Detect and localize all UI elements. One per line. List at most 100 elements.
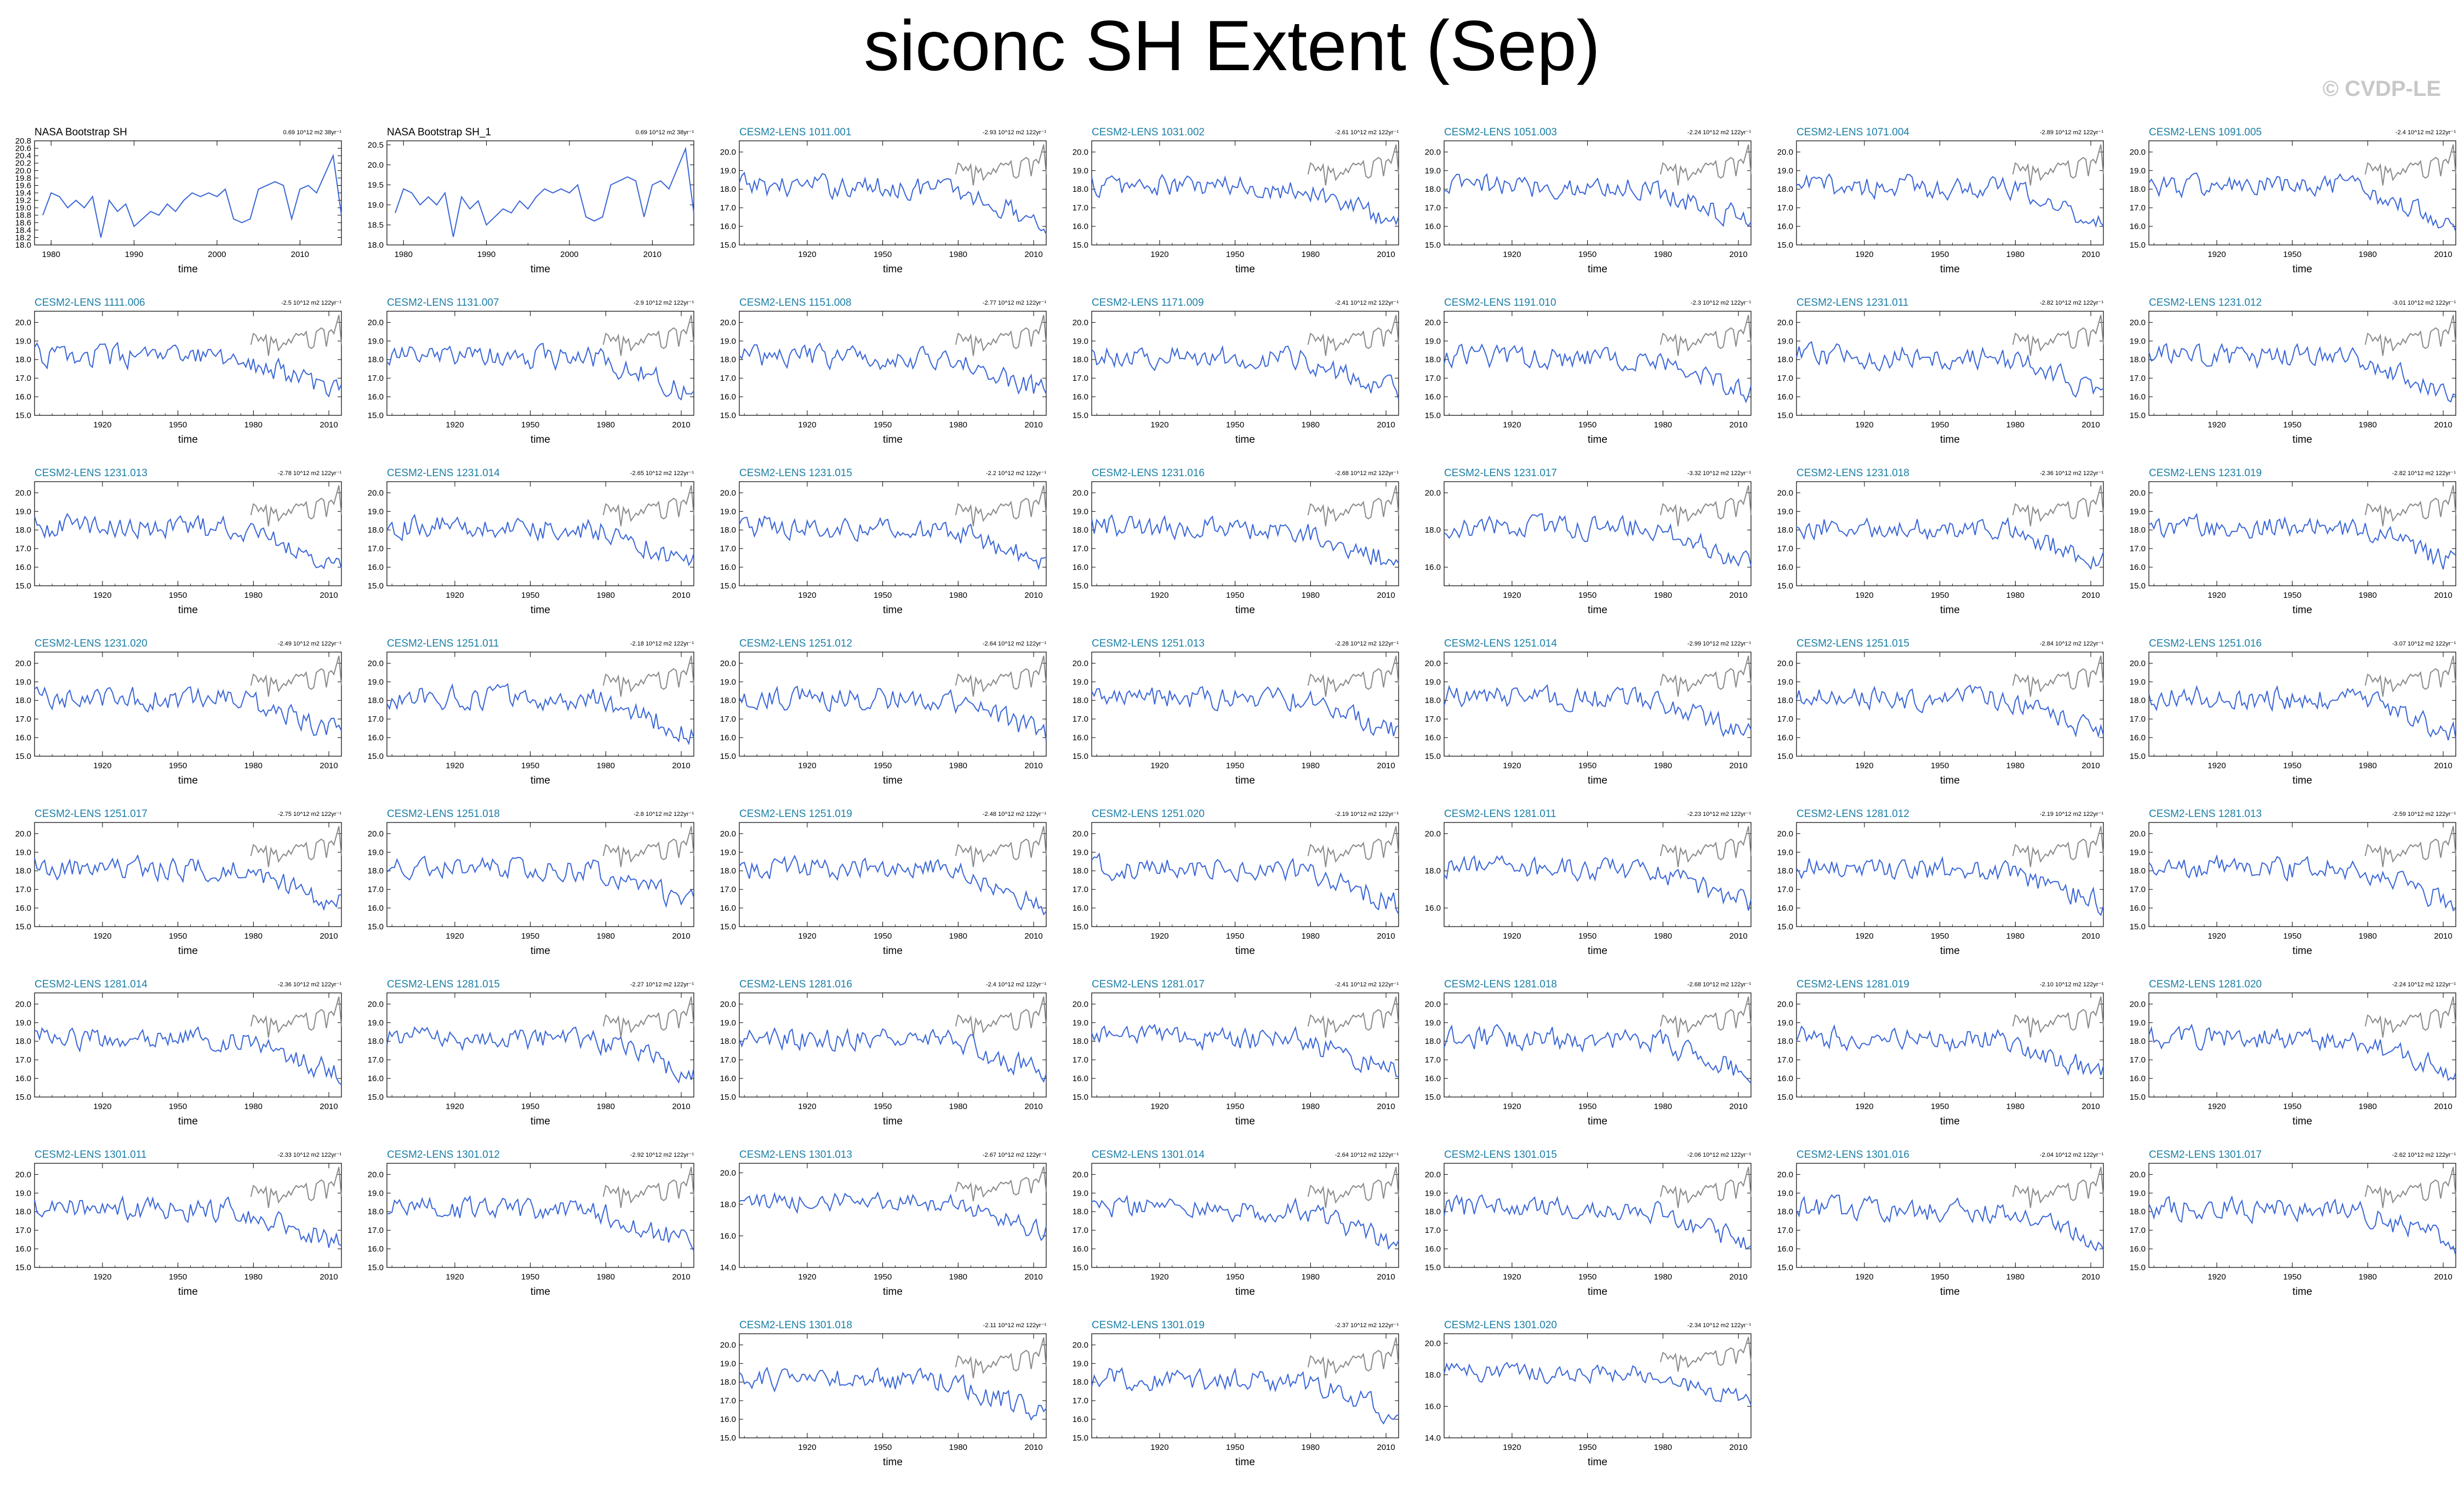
y-tick-label: 16.0 (1073, 392, 1088, 402)
y-tick-label: 19.0 (15, 203, 31, 213)
x-tick-label: 1980 (244, 420, 263, 430)
x-tick-label: 1980 (949, 1272, 967, 1282)
x-tick-label: 1980 (2359, 591, 2377, 600)
series-line (386, 1195, 694, 1252)
x-tick-label: 2010 (2081, 932, 2100, 941)
x-tick-label: 2010 (320, 1102, 338, 1111)
y-tick-label: 19.0 (720, 677, 736, 687)
x-tick-label: 1950 (1931, 420, 1949, 430)
y-tick-label: 18.0 (1777, 1037, 1793, 1046)
y-tick-label: 18.0 (1073, 525, 1088, 535)
y-tick-label: 15.0 (368, 1263, 384, 1272)
trend-label: -2.67 10^12 m2 122yr⁻¹ (983, 1152, 1046, 1158)
panel-title: CESM2-LENS 1251.013 (1092, 638, 1205, 649)
trend-label: -2.61 10^12 m2 122yr⁻¹ (1335, 129, 1399, 136)
series-line (34, 1195, 342, 1248)
y-tick-label: 16.0 (368, 1244, 384, 1254)
trend-label: -2.37 10^12 m2 122yr⁻¹ (1335, 1322, 1399, 1329)
y-tick-label: 15.0 (15, 1263, 31, 1272)
panel-cesm2-lens-1251-012: CESM2-LENS 1251.012 -2.64 10^12 m2 122yr⁻… (720, 638, 1047, 786)
trend-label: -3.32 10^12 m2 122yr⁻¹ (1687, 470, 1751, 477)
y-tick-label: 18.0 (1777, 866, 1793, 876)
plot-frame (386, 140, 694, 245)
y-tick-label: 19.2 (15, 196, 31, 205)
y-tick-label: 18.0 (1425, 866, 1441, 876)
y-tick-label: 16.0 (1425, 1402, 1441, 1411)
x-tick-label: 1950 (874, 932, 892, 941)
trend-label: -2.48 10^12 m2 122yr⁻¹ (983, 811, 1046, 818)
x-tick-label: 1950 (169, 1272, 187, 1282)
y-tick-label: 19.0 (720, 336, 736, 346)
y-tick-label: 15.0 (720, 581, 736, 591)
x-tick-label: 1980 (2359, 932, 2377, 941)
y-tick-label: 17.0 (720, 374, 736, 383)
y-tick-label: 20.0 (1777, 659, 1793, 668)
x-tick-label: 1920 (93, 932, 111, 941)
y-tick-label: 15.0 (15, 411, 31, 420)
x-tick-label: 1980 (2359, 1102, 2377, 1111)
y-tick-label: 17.0 (15, 1055, 31, 1065)
x-tick-label: 1980 (1302, 761, 1320, 770)
x-tick-label: 1950 (521, 932, 539, 941)
y-tick-label: 19.0 (1073, 848, 1088, 857)
x-tick-label: 1980 (244, 1272, 263, 1282)
x-tick-label: 1950 (1931, 761, 1949, 770)
x-axis-label: time (2292, 604, 2312, 616)
x-tick-label: 2010 (2081, 250, 2100, 259)
series-line (2148, 172, 2456, 232)
y-tick-label: 20.0 (1777, 147, 1793, 157)
x-tick-label: 1950 (2283, 1102, 2301, 1111)
panel-title: NASA Bootstrap SH (35, 127, 127, 138)
y-tick-label: 16.0 (1073, 1415, 1088, 1424)
y-tick-label: 15.0 (368, 752, 384, 761)
x-axis-label: time (178, 1116, 198, 1127)
y-tick-label: 16.0 (720, 392, 736, 402)
panel-cesm2-lens-1301-011: CESM2-LENS 1301.011 -2.33 10^12 m2 122yr⁻… (15, 1149, 342, 1298)
x-tick-label: 1980 (1654, 761, 1672, 770)
y-tick-label: 18.0 (720, 866, 736, 876)
x-tick-label: 2010 (320, 591, 338, 600)
x-tick-label: 1950 (1578, 1272, 1596, 1282)
plot-frame (34, 140, 342, 245)
y-tick-label: 19.0 (720, 1359, 736, 1368)
y-tick-label: 17.0 (1073, 1226, 1088, 1235)
trend-label: -2.5 10^12 m2 122yr⁻¹ (281, 300, 341, 306)
x-tick-label: 1950 (1226, 1102, 1244, 1111)
panel-cesm2-lens-1231-020: CESM2-LENS 1231.020 -2.49 10^12 m2 122yr⁻… (15, 638, 342, 786)
x-tick-label: 1980 (949, 932, 967, 941)
x-tick-label: 2010 (1024, 761, 1042, 770)
y-tick-label: 15.0 (1425, 1263, 1441, 1272)
y-tick-label: 19.0 (15, 1189, 31, 1198)
y-tick-label: 18.0 (1073, 1037, 1088, 1046)
x-tick-label: 1980 (1654, 1443, 1672, 1452)
y-tick-label: 18.0 (720, 185, 736, 194)
x-axis-label: time (2292, 945, 2312, 957)
y-tick-label: 16.0 (1425, 222, 1441, 231)
x-axis-label: time (1588, 434, 1607, 445)
y-tick-label: 19.0 (1073, 1018, 1088, 1027)
x-tick-label: 2010 (1729, 761, 1747, 770)
x-tick-label: 2010 (2434, 250, 2452, 259)
y-tick-label: 16.0 (1425, 1244, 1441, 1254)
x-tick-label: 1920 (2208, 1272, 2226, 1282)
y-tick-label: 20.0 (1073, 318, 1088, 327)
y-tick-label: 16.0 (15, 1244, 31, 1254)
panel-title: CESM2-LENS 1231.015 (739, 467, 852, 479)
cvdp-watermark: © CVDP-LE (2322, 77, 2441, 101)
series-line (1444, 1362, 1752, 1406)
plot-frame (739, 1333, 1047, 1438)
y-tick-label: 17.0 (15, 374, 31, 383)
x-tick-label: 1950 (521, 591, 539, 600)
series-line (1796, 1024, 2104, 1076)
y-tick-label: 19.0 (1777, 166, 1793, 175)
obs-overlay-line (2364, 485, 2456, 527)
x-tick-label: 1950 (1931, 1272, 1949, 1282)
y-tick-label: 15.0 (1073, 1263, 1088, 1272)
x-tick-label: 1920 (2208, 250, 2226, 259)
y-tick-label: 18.0 (1425, 1370, 1441, 1380)
y-tick-label: 20.0 (2130, 829, 2146, 838)
y-tick-label: 14.0 (720, 1263, 736, 1272)
y-tick-label: 17.0 (1777, 544, 1793, 553)
y-tick-label: 19.8 (15, 174, 31, 183)
series-line (386, 342, 694, 401)
